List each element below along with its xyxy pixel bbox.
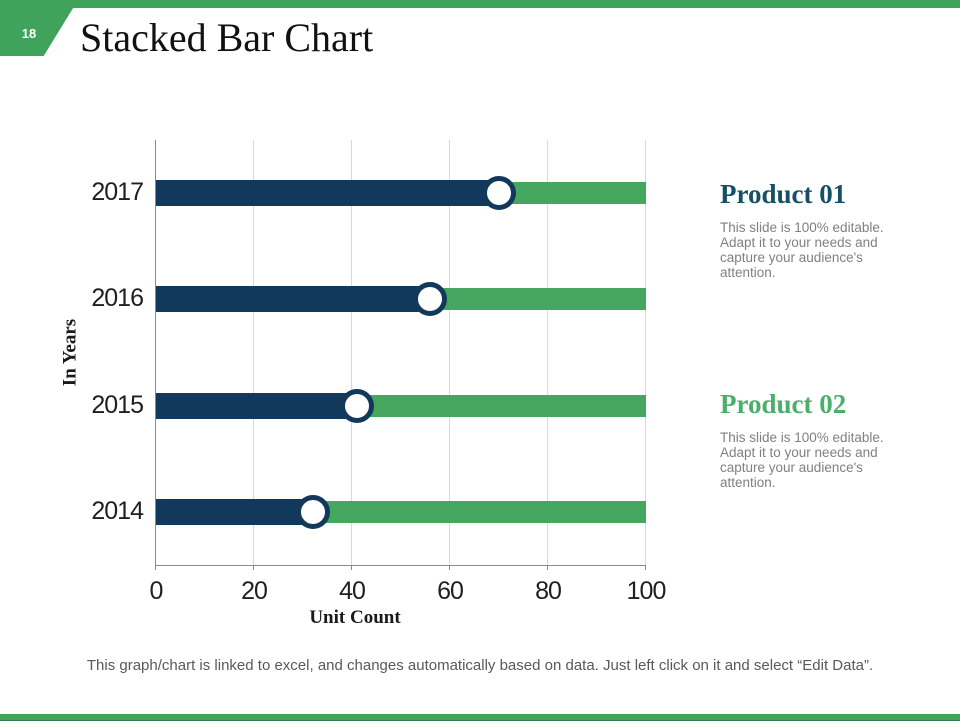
x-tick-label: 100 (626, 577, 667, 605)
product-02-description: This slide is 100% editable. Adapt it to… (720, 430, 884, 490)
footer-note: This graph/chart is linked to excel, and… (86, 657, 874, 674)
x-tick-label: 0 (149, 577, 164, 605)
bar-segment-product-01 (156, 392, 357, 419)
gridline (351, 140, 352, 565)
gridline (449, 140, 450, 565)
axis-tick (547, 565, 548, 570)
x-tick-label: 80 (535, 577, 562, 605)
x-tick-label: 60 (437, 577, 464, 605)
product-02-section: Product 02 This slide is 100% editable. … (720, 389, 910, 490)
bar-segment-product-01 (156, 498, 313, 525)
axis-tick (253, 565, 254, 570)
bar-segment-product-02 (312, 500, 646, 523)
junction-marker (339, 388, 374, 423)
product-02-heading: Product 02 (720, 389, 847, 419)
gridline (645, 140, 646, 565)
x-tick-label: 20 (241, 577, 268, 605)
y-axis-title: In Years (59, 318, 81, 387)
bar-segment-product-02 (499, 182, 646, 205)
top-accent-bar (0, 0, 960, 8)
x-axis-title: Unit Count (309, 607, 401, 628)
junction-marker (413, 282, 448, 317)
y-tick-label: 2015 (91, 390, 144, 419)
gridline (253, 140, 254, 565)
bar-segment-product-02 (430, 288, 646, 311)
stacked-bar-chart: 0 20 40 60 80 100 2017 2016 2015 2014 (91, 140, 666, 605)
bar-segment-product-01 (156, 180, 499, 207)
axis-tick (351, 565, 352, 570)
junction-marker (482, 176, 516, 211)
product-01-heading: Product 01 (720, 179, 847, 209)
x-tick-label: 40 (339, 577, 366, 605)
y-tick-label: 2017 (91, 178, 144, 207)
slide-title: Stacked Bar Chart (80, 15, 374, 60)
bar-segment-product-01 (156, 286, 431, 313)
junction-marker (295, 494, 330, 529)
y-tick-label: 2014 (91, 496, 144, 525)
y-tick-label: 2016 (91, 284, 144, 313)
product-01-section: Product 01 This slide is 100% editable. … (720, 179, 910, 280)
gridline (547, 140, 548, 565)
page-number: 18 (21, 26, 37, 41)
axis-tick (645, 565, 646, 570)
bar-segment-product-02 (356, 394, 646, 417)
axis-tick (155, 565, 156, 570)
product-01-description: This slide is 100% editable. Adapt it to… (720, 220, 884, 280)
axis-tick (449, 565, 450, 570)
